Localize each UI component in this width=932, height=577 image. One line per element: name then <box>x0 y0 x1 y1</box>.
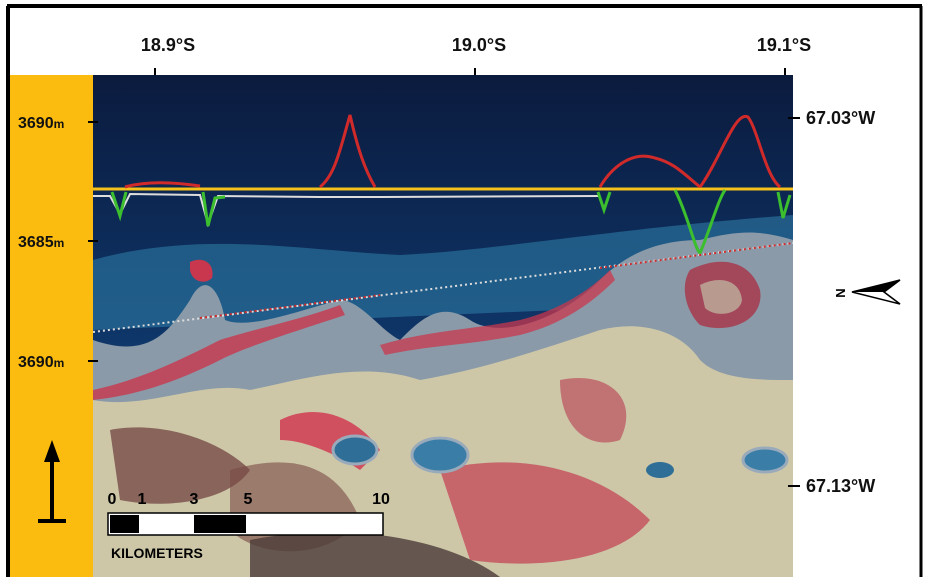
elevation-label: 3690m <box>18 115 64 132</box>
latitude-label: 19.1°S <box>757 35 811 55</box>
scale-tick: 5 <box>244 491 253 508</box>
elevation-unit: m <box>54 356 65 370</box>
scale-unit: KILOMETERS <box>111 545 203 561</box>
latitude-label: 19.0°S <box>452 35 506 55</box>
scale-tick: 0 <box>108 491 117 508</box>
elevation-unit: m <box>54 236 65 250</box>
elevation-unit: m <box>54 117 65 131</box>
scale-tick: 10 <box>372 491 390 508</box>
map-figure: 18.9°S 19.0°S 19.1°S 3690m 3685m 3690m 6… <box>0 0 932 577</box>
longitude-label: 67.03°W <box>806 108 875 128</box>
elevation-value: 3685 <box>18 234 54 251</box>
scale-tick: 3 <box>190 491 199 508</box>
north-label: N <box>833 288 848 297</box>
latitude-label: 18.9°S <box>141 35 195 55</box>
longitude-label: 67.13°W <box>806 476 875 496</box>
elevation-value: 3690 <box>18 115 54 132</box>
elevation-label: 3685m <box>18 234 64 251</box>
elevation-label: 3690m <box>18 354 64 371</box>
scale-tick: 1 <box>138 491 147 508</box>
elevation-value: 3690 <box>18 354 54 371</box>
